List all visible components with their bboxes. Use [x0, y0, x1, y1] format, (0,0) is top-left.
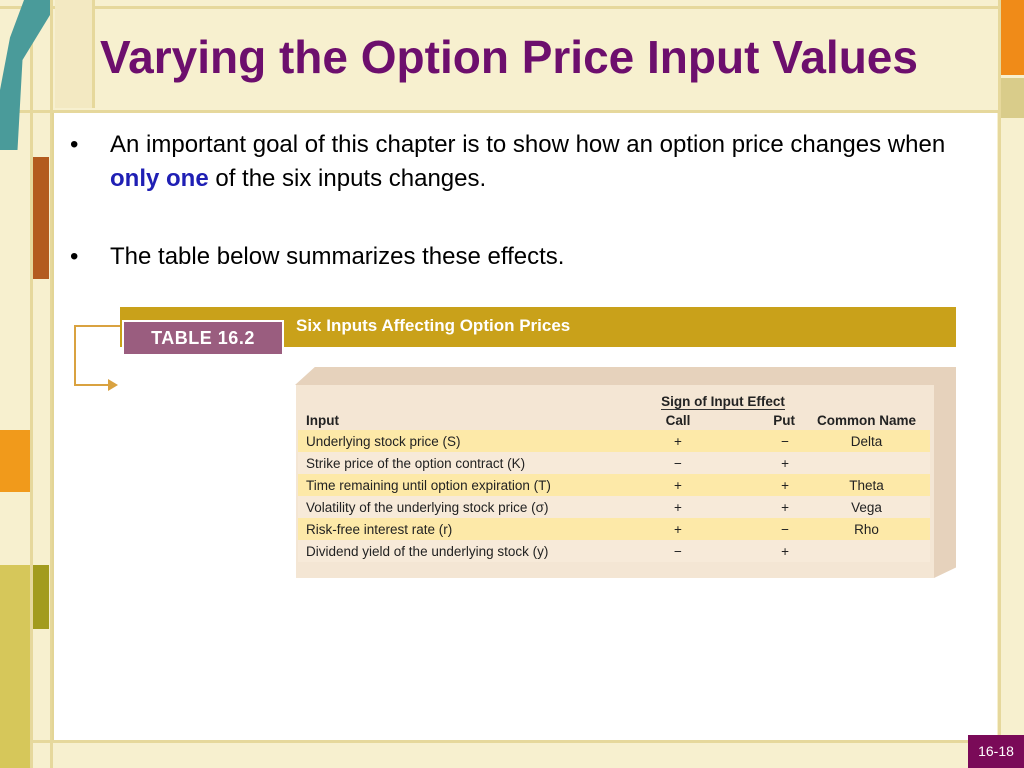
- page-number: 16-18: [968, 735, 1024, 768]
- table-title: Six Inputs Affecting Option Prices: [296, 316, 571, 335]
- rust-block: [33, 157, 49, 279]
- table-label: TABLE 16.2: [122, 320, 284, 356]
- header-input: Input: [306, 413, 339, 428]
- arrow-head-icon: [108, 379, 118, 391]
- table-row: Time remaining until option expiration (…: [298, 474, 930, 496]
- option-inputs-table: Sign of Input Effect Input Call Put Comm…: [298, 392, 930, 562]
- table-shadow: [295, 367, 956, 385]
- tan-block: [1001, 78, 1024, 118]
- teal-accent: [0, 0, 50, 150]
- cell-name: [803, 540, 930, 562]
- cell-call: +: [643, 518, 713, 540]
- cell-name: [803, 452, 930, 474]
- yellow-block: [0, 565, 30, 768]
- table-row: Volatility of the underlying stock price…: [298, 496, 930, 518]
- cell-call: +: [643, 496, 713, 518]
- group-header: Sign of Input Effect: [661, 394, 785, 410]
- cell-put: +: [713, 452, 803, 474]
- cell-input: Strike price of the option contract (K): [298, 452, 643, 474]
- bullet-emphasis: only one: [110, 165, 209, 192]
- orange-block: [0, 430, 30, 492]
- cell-call: −: [643, 540, 713, 562]
- bullet-marker: •: [70, 243, 79, 270]
- bullet-text: The table below summarizes these effects…: [110, 243, 565, 270]
- cell-put: +: [713, 540, 803, 562]
- table-row: Underlying stock price (S) + − Delta: [298, 430, 930, 452]
- frame-line: [998, 0, 1001, 768]
- cell-name: Delta: [803, 430, 930, 452]
- table-row: Risk-free interest rate (r) + − Rho: [298, 518, 930, 540]
- cell-input: Volatility of the underlying stock price…: [298, 496, 643, 518]
- cell-input: Time remaining until option expiration (…: [298, 474, 643, 496]
- bullet-item: • The table below summarizes these effec…: [70, 240, 970, 274]
- cell-put: −: [713, 430, 803, 452]
- connector-line: [74, 325, 122, 385]
- table-header-row: Input Call Put Common Name: [298, 411, 930, 430]
- cell-input: Risk-free interest rate (r): [298, 518, 643, 540]
- olive-block: [33, 565, 49, 629]
- cell-call: +: [643, 474, 713, 496]
- table-row: Strike price of the option contract (K) …: [298, 452, 930, 474]
- tan-panel: [55, 0, 95, 108]
- bullet-list: • An important goal of this chapter is t…: [70, 128, 970, 318]
- orange-corner-block: [1001, 0, 1024, 75]
- header-common-name: Common Name: [816, 413, 916, 428]
- cell-input: Underlying stock price (S): [298, 430, 643, 452]
- cell-name: Theta: [803, 474, 930, 496]
- bullet-item: • An important goal of this chapter is t…: [70, 128, 970, 196]
- cell-call: −: [643, 452, 713, 474]
- cell-put: +: [713, 474, 803, 496]
- connector-line: [74, 384, 110, 386]
- header-call: Call: [665, 413, 691, 428]
- frame-line: [30, 0, 33, 768]
- cell-put: −: [713, 518, 803, 540]
- frame-line: [0, 110, 1024, 113]
- header-put: Put: [773, 413, 795, 428]
- cell-name: Rho: [803, 518, 930, 540]
- table-group-header-row: Sign of Input Effect: [298, 392, 930, 411]
- frame-line: [0, 6, 1024, 9]
- bullet-marker: •: [70, 131, 79, 158]
- table-shadow: [934, 367, 956, 578]
- cell-call: +: [643, 430, 713, 452]
- bullet-text-end: of the six inputs changes.: [208, 165, 487, 192]
- bullet-text: An important goal of this chapter is to …: [110, 131, 946, 158]
- cell-put: +: [713, 496, 803, 518]
- table-row: Dividend yield of the underlying stock (…: [298, 540, 930, 562]
- cell-input: Dividend yield of the underlying stock (…: [298, 540, 643, 562]
- slide-title: Varying the Option Price Input Values: [100, 31, 918, 83]
- cell-name: Vega: [803, 496, 930, 518]
- frame-line: [0, 740, 1024, 743]
- frame-line: [50, 0, 53, 768]
